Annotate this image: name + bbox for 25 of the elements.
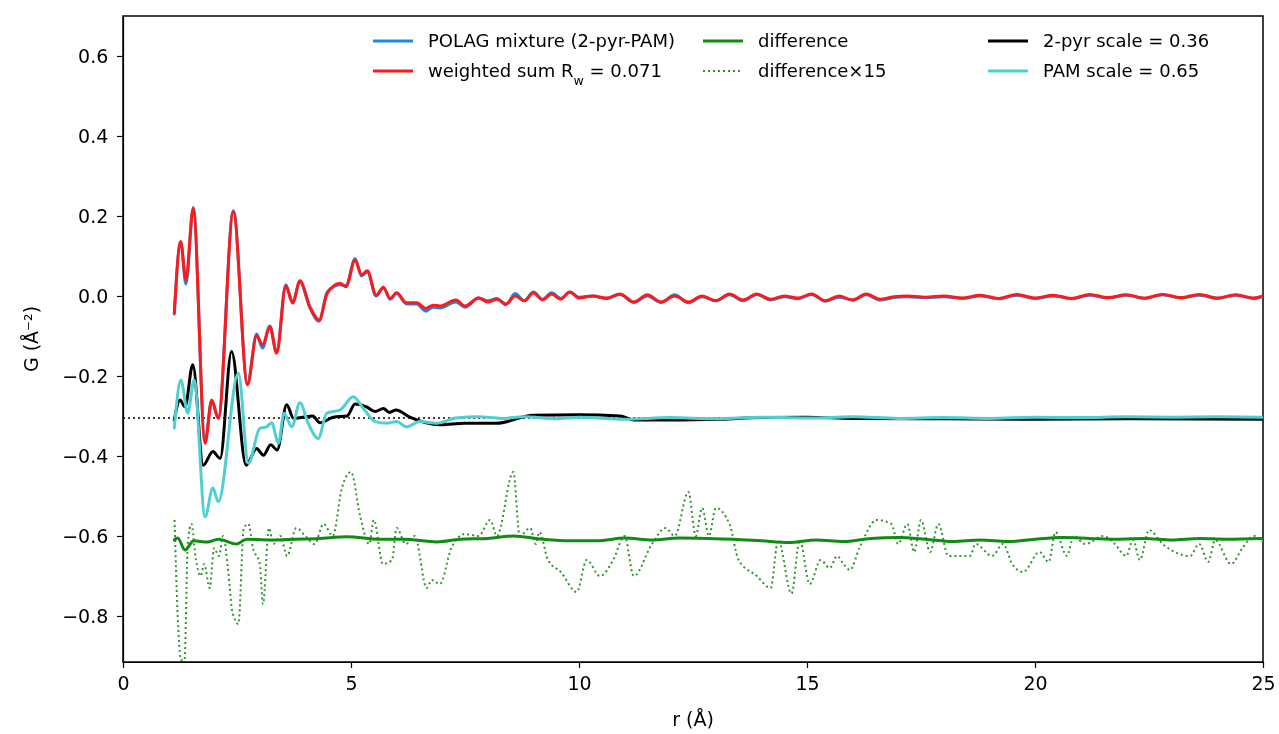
legend-label: difference×15 <box>758 60 887 81</box>
legend-label: 2-pyr scale = 0.36 <box>1043 30 1210 51</box>
y-tick-label: −0.4 <box>62 444 109 467</box>
x-tick-label: 20 <box>1023 672 1048 694</box>
x-tick-label: 10 <box>567 672 592 694</box>
legend-label: PAM scale = 0.65 <box>1043 60 1200 81</box>
y-tick-label: −0.2 <box>62 364 109 387</box>
y-tick-label: 0.2 <box>78 204 109 227</box>
y-tick-label: 0.4 <box>78 124 109 147</box>
y-tick-label: −0.8 <box>62 604 109 627</box>
x-tick-label: 0 <box>117 672 130 694</box>
y-tick-label: −0.6 <box>62 524 109 547</box>
line-series <box>172 534 1263 552</box>
line-series <box>173 471 1263 661</box>
x-tick-label: 25 <box>1251 672 1276 694</box>
y-tick-label: 0.0 <box>78 284 109 307</box>
x-tick-label: 15 <box>795 672 820 694</box>
y-axis-title: G (Å⁻²) <box>20 305 42 373</box>
line-series <box>172 371 1263 519</box>
legend-label: POLAG mixture (2-pyr-PAM) <box>428 30 675 51</box>
legend-label: difference <box>758 30 849 51</box>
y-tick-label: 0.6 <box>78 44 109 67</box>
legend-label: weighted sum R$_{w}$ = 0.071 <box>428 60 662 88</box>
x-tick-label: 5 <box>345 672 358 694</box>
x-axis-title: r (Å) <box>672 708 714 730</box>
